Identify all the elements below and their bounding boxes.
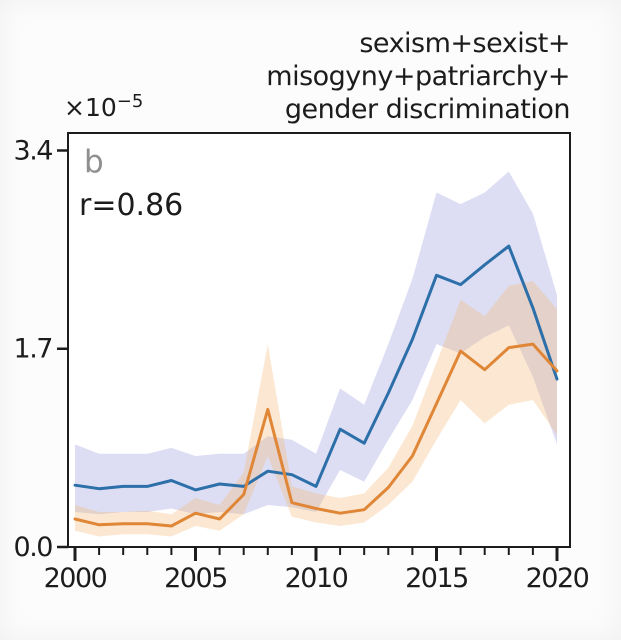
axis-tick-labels: 0.0 1.7 3.4 2000 2005 2010 2015 2020	[14, 135, 591, 594]
chart-title-line-1: sexism+sexist+	[359, 28, 570, 59]
blue-confidence-band	[75, 171, 557, 515]
axis-ticks	[57, 149, 559, 561]
x-tick-label: 2010	[285, 563, 348, 594]
x-tick-label: 2005	[164, 563, 227, 594]
orange-confidence-band	[75, 281, 557, 537]
panel-label: b	[84, 144, 104, 180]
offset-exponent: −5	[117, 91, 144, 112]
data-lines	[73, 244, 559, 528]
offset-base: ×10	[64, 93, 117, 122]
chart-title-line-2: misogyny+patriarchy+	[266, 61, 570, 92]
orange-line	[73, 342, 559, 528]
axes-frame	[67, 132, 571, 548]
chart-title-line-3: gender discrimination	[285, 94, 570, 125]
y-tick-label: 1.7	[14, 334, 52, 365]
y-tick-label: 3.4	[14, 135, 53, 166]
x-tick-label: 2000	[44, 563, 107, 594]
y-axis-offset-label: ×10−5	[64, 91, 143, 122]
y-tick-label: 0.0	[14, 532, 53, 563]
blue-line	[73, 244, 559, 492]
x-tick-label: 2015	[405, 563, 468, 594]
plot-frame	[67, 132, 571, 548]
confidence-bands	[75, 171, 557, 537]
x-tick-label: 2020	[526, 563, 589, 594]
correlation-annotation: r=0.86	[79, 188, 183, 223]
